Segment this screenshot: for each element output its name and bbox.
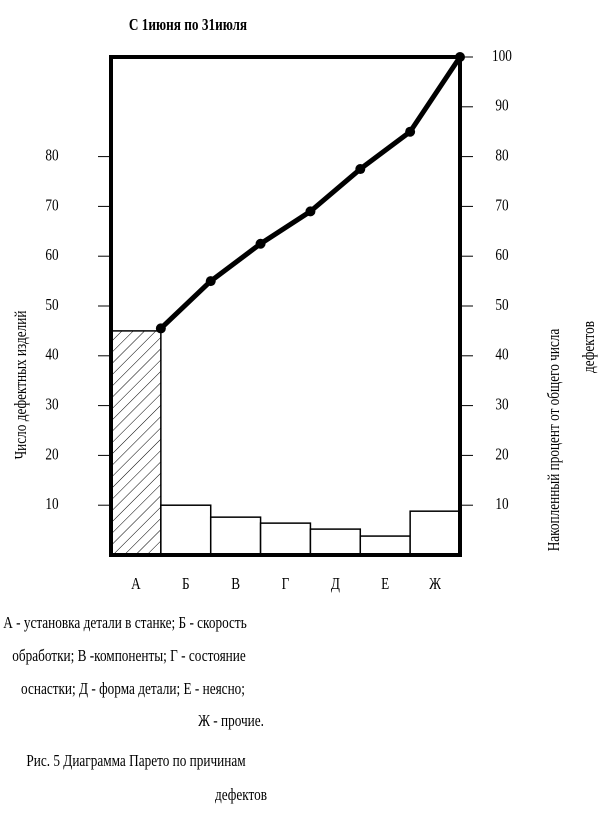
y2-tick-label: 90 xyxy=(495,96,509,115)
x-tick-label: Г xyxy=(282,574,290,593)
caption-line: дефектов xyxy=(215,785,267,804)
x-tick-label: Д xyxy=(331,574,341,593)
chart-title: С 1июня по 31июля xyxy=(129,15,247,34)
y2-tick-label: 40 xyxy=(495,345,509,364)
bar xyxy=(309,528,362,556)
y2-tick-label: 20 xyxy=(495,445,509,464)
cumulative-line xyxy=(159,55,463,331)
caption-line: Рис. 5 Диаграмма Парето по причинам xyxy=(26,751,246,770)
cumulative-point xyxy=(155,323,166,334)
bar xyxy=(409,510,461,556)
bar xyxy=(110,330,162,556)
y-tick-label: 40 xyxy=(45,345,59,364)
x-tick-label: Е xyxy=(381,574,389,593)
y2-axis-label: дефектов xyxy=(579,321,598,373)
bar xyxy=(160,504,212,556)
y-tick-label: 30 xyxy=(45,395,59,414)
cumulative-point xyxy=(355,164,366,175)
x-tick-label: Ж xyxy=(429,574,441,593)
cumulative-point xyxy=(255,238,266,249)
y2-tick-label: 30 xyxy=(495,395,509,414)
note-line: А - установка детали в станке; Б - скоро… xyxy=(3,613,247,632)
y2-tick-label: 60 xyxy=(495,246,509,265)
y2-axis-label: Накопленный процент от общего числа xyxy=(544,328,563,551)
y-tick-label: 80 xyxy=(45,146,59,165)
note-line: Ж - прочие. xyxy=(198,711,264,730)
cumulative-point xyxy=(405,126,416,137)
y2-tick-label: 70 xyxy=(495,196,509,215)
cumulative-point xyxy=(205,276,216,287)
y-axis-label: Число дефектных изделий xyxy=(11,311,30,460)
x-tick-label: А xyxy=(131,574,141,593)
bar xyxy=(359,535,411,556)
bar xyxy=(259,522,312,556)
y2-tick-label: 10 xyxy=(495,495,509,514)
bar xyxy=(209,516,262,556)
x-tick-label: Б xyxy=(182,574,190,593)
y2-tick-label: 100 xyxy=(492,46,512,65)
y-tick-label: 10 xyxy=(45,495,59,514)
note-line: оснастки; Д - форма детали; Е - неясно; xyxy=(21,679,245,698)
cumulative-point xyxy=(305,206,316,217)
y-tick-label: 70 xyxy=(45,196,59,215)
y2-tick-label: 50 xyxy=(495,295,509,314)
y-tick-label: 50 xyxy=(45,295,59,314)
y-tick-label: 20 xyxy=(45,445,59,464)
y-tick-label: 60 xyxy=(45,246,59,265)
y2-tick-label: 80 xyxy=(495,146,509,165)
x-tick-label: В xyxy=(231,574,240,593)
note-line: обработки; В -компоненты; Г - состояние xyxy=(12,646,246,665)
